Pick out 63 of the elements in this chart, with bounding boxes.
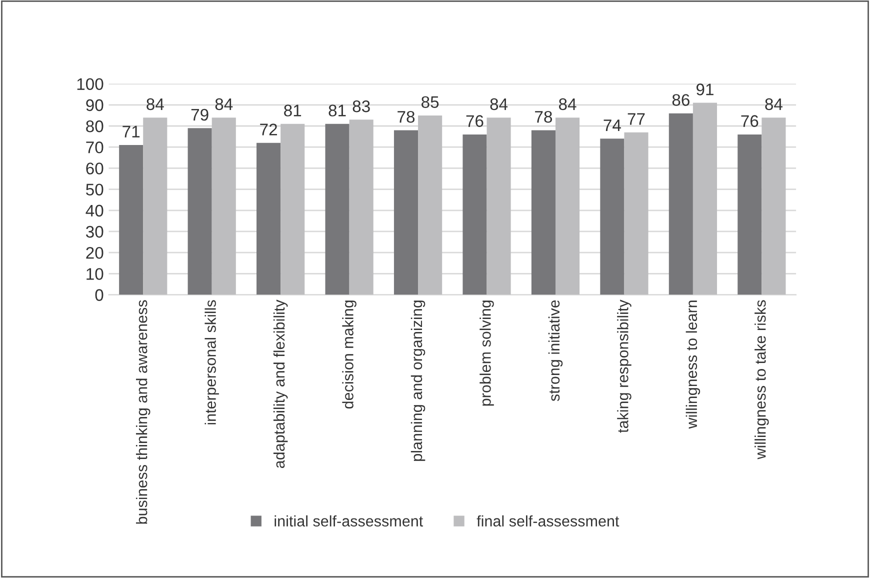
bar [212, 118, 236, 295]
data-label: 81 [328, 104, 346, 116]
bar [668, 113, 693, 295]
y-tick-label: 20 [86, 246, 104, 259]
legend-label: initial self-assessment [274, 515, 424, 527]
bar [143, 118, 168, 295]
bar [692, 102, 718, 295]
y-tick-label: 90 [86, 99, 104, 112]
data-label: 78 [398, 110, 415, 123]
x-tick-label: problem solving [480, 300, 494, 406]
bar [325, 124, 350, 295]
data-label: 81 [284, 104, 302, 116]
data-label: 77 [628, 113, 645, 125]
bar [486, 118, 511, 295]
data-label: 84 [215, 98, 233, 110]
bar [762, 118, 786, 295]
bar [349, 120, 374, 295]
y-tick-label: 70 [86, 142, 104, 154]
x-tick-label: planning and organizing [410, 300, 426, 461]
y-tick-label: 40 [86, 204, 104, 217]
data-label: 84 [765, 98, 782, 110]
bar [256, 142, 281, 295]
x-tick-label: taking responsibility [617, 300, 632, 433]
legend-label: final self-assessment [476, 515, 620, 527]
y-tick-label: 100 [77, 78, 104, 90]
y-tick-label: 60 [86, 162, 104, 174]
bar [280, 124, 305, 295]
bar [418, 115, 442, 295]
bar [462, 134, 487, 295]
y-tick-label: 10 [86, 268, 104, 280]
data-label: 74 [604, 120, 621, 132]
bar [738, 134, 762, 295]
data-label: 91 [696, 84, 714, 96]
bar [394, 130, 418, 295]
y-tick-label: 30 [86, 226, 104, 238]
data-label: 86 [672, 94, 690, 106]
x-tick-label: strong initiative [548, 300, 563, 402]
x-tick-label: interpersonal skills [204, 300, 219, 424]
data-label: 85 [422, 96, 439, 108]
y-tick-label: 0 [95, 289, 104, 301]
bar [531, 130, 556, 295]
x-tick-label: business thinking and awareness [136, 300, 150, 524]
data-label: 76 [741, 115, 758, 127]
data-label: 83 [352, 100, 370, 112]
data-label: 84 [490, 98, 508, 110]
bar [555, 118, 580, 295]
y-tick-label: 80 [86, 120, 104, 132]
x-tick-label: adaptability and flexibility [273, 300, 288, 468]
bar [119, 144, 144, 295]
data-label: 84 [146, 98, 164, 110]
data-label: 76 [466, 115, 484, 127]
y-tick-label: 50 [86, 184, 104, 196]
bar [624, 132, 648, 295]
data-label: 79 [191, 108, 208, 121]
x-tick-label: decision making [342, 300, 356, 409]
x-tick-label: willingness to learn [686, 300, 700, 429]
data-label: 84 [558, 98, 576, 110]
data-label: 72 [260, 124, 277, 136]
x-tick-label: willingness to take risks [754, 300, 769, 460]
bar [188, 128, 212, 295]
data-label: 71 [122, 126, 140, 138]
bar [600, 138, 624, 295]
data-label: 78 [535, 110, 552, 123]
